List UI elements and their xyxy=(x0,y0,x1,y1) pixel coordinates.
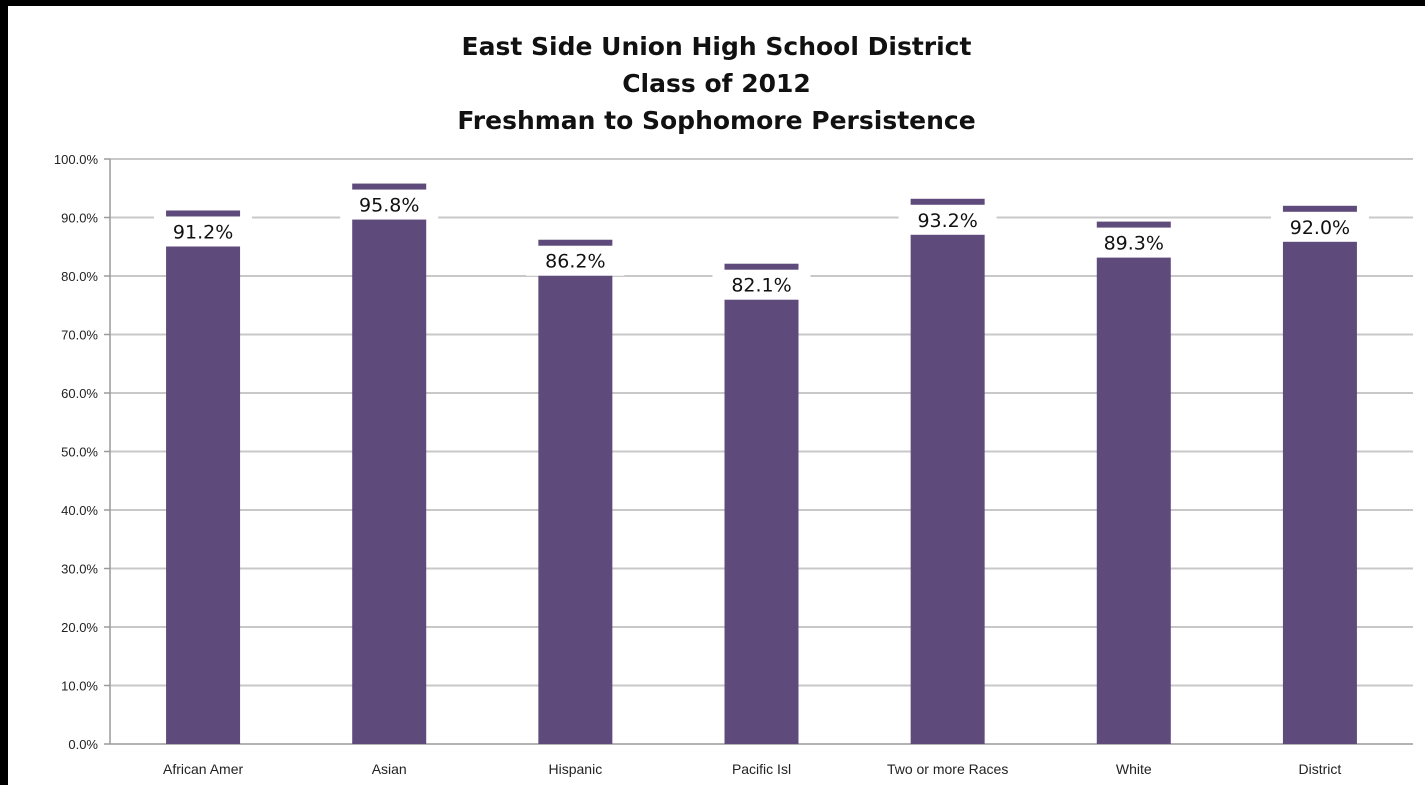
chart-slide: East Side Union High School District Cla… xyxy=(8,6,1425,785)
category-label: Pacific Isl xyxy=(732,761,791,777)
bar xyxy=(352,183,427,744)
category-label: White xyxy=(1116,761,1152,777)
value-label: 86.2% xyxy=(545,251,605,273)
value-label-band xyxy=(1270,211,1369,242)
y-tick-label: 90.0% xyxy=(61,211,98,226)
value-label: 92.0% xyxy=(1290,217,1350,239)
value-label-band xyxy=(1084,227,1183,258)
y-tick-label: 70.0% xyxy=(61,328,98,343)
value-label-band xyxy=(712,269,811,300)
chart-title-line-2: Class of 2012 xyxy=(622,69,811,98)
bar xyxy=(910,198,985,744)
category-label: Hispanic xyxy=(549,761,603,777)
bar xyxy=(166,210,241,745)
y-tick-label: 20.0% xyxy=(61,620,98,635)
value-label-band xyxy=(340,189,439,220)
value-label: 89.3% xyxy=(1104,233,1164,255)
value-label-band xyxy=(898,204,997,235)
value-label: 95.8% xyxy=(359,195,419,217)
y-tick-label: 40.0% xyxy=(61,503,98,518)
bar xyxy=(1282,205,1357,745)
value-label: 93.2% xyxy=(917,210,977,232)
bar xyxy=(538,239,613,745)
category-label: Asian xyxy=(372,761,407,777)
bar-chart: 0.0% 10.0% 20.0% 30.0% 40.0% 50.0% 60.0% 70.0% 8… xyxy=(54,152,1413,777)
bar xyxy=(1096,221,1171,745)
value-label-band xyxy=(526,245,625,276)
y-tick-label: 0.0% xyxy=(68,737,98,752)
y-tick-label: 80.0% xyxy=(61,269,98,284)
y-tick-label: 60.0% xyxy=(61,386,98,401)
y-tick-label: 10.0% xyxy=(61,679,98,694)
chart-title-line-3: Freshman to Sophomore Persistence xyxy=(457,106,976,135)
category-label: District xyxy=(1299,761,1342,777)
category-label: African Amer xyxy=(163,761,243,777)
value-label: 91.2% xyxy=(173,221,233,243)
bar xyxy=(724,263,799,744)
category-label: Two or more Races xyxy=(887,761,1008,777)
y-tick-label: 50.0% xyxy=(61,445,98,460)
y-tick-label: 30.0% xyxy=(61,562,98,577)
value-label: 82.1% xyxy=(731,275,791,297)
y-tick-label: 100.0% xyxy=(54,152,99,167)
value-label-band xyxy=(154,216,253,247)
chart-title: East Side Union High School District Cla… xyxy=(8,28,1425,139)
chart-title-line-1: East Side Union High School District xyxy=(461,32,972,61)
